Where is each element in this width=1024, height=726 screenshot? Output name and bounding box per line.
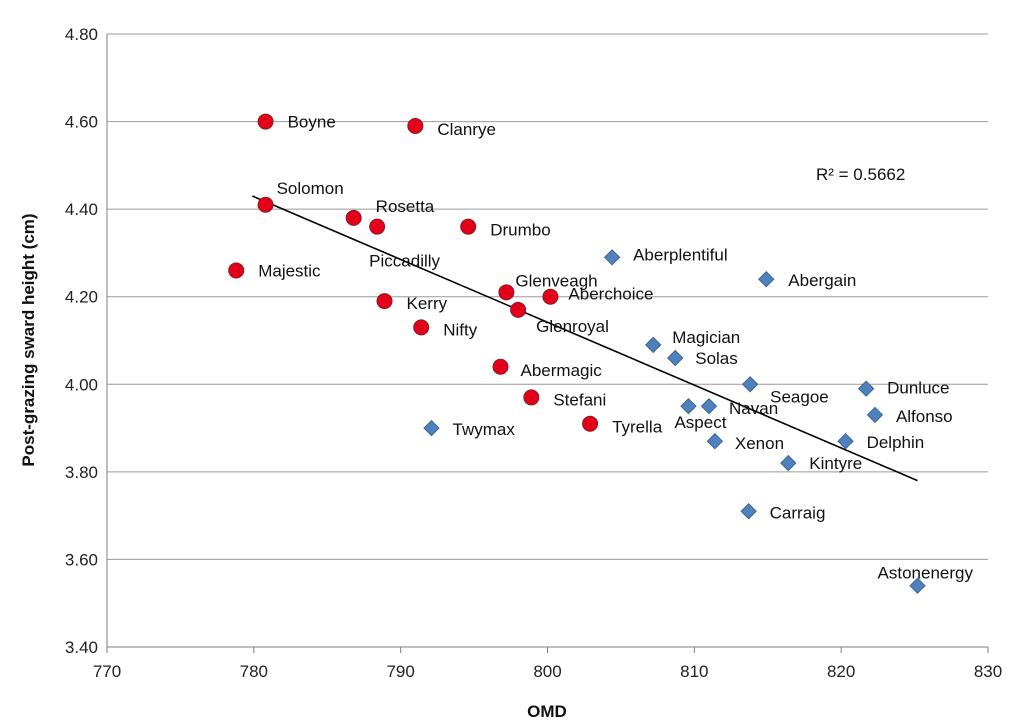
y-axis-title: Post-grazing sward height (cm) (19, 213, 38, 466)
y-tick-label: 4.80 (65, 25, 98, 44)
point-marker-circle (413, 319, 430, 336)
point-label: Seagoe (770, 387, 829, 406)
point-label: Glenveagh (515, 271, 597, 290)
y-tick-label: 4.20 (65, 288, 98, 307)
x-tick-label: 820 (827, 662, 855, 681)
point-label: Kerry (407, 294, 448, 313)
x-tick-label: 780 (240, 662, 268, 681)
point-label: Solas (695, 349, 738, 368)
point-marker-diamond (780, 454, 797, 472)
point-label: Astonenergy (878, 564, 974, 583)
point-label: Aberchoice (568, 285, 653, 304)
y-tick-label: 3.60 (65, 550, 98, 569)
point-label: Rosetta (376, 197, 435, 216)
point-marker-diamond (603, 249, 621, 266)
point-label: Aberplentiful (633, 245, 728, 264)
point-marker-diamond (700, 397, 718, 415)
y-tick-label: 3.80 (65, 463, 98, 482)
point-marker-diamond (423, 419, 440, 437)
x-tick-label: 800 (533, 662, 561, 681)
point-marker-circle (460, 218, 477, 235)
point-label: Tyrella (612, 418, 663, 437)
point-label: Drumbo (490, 221, 550, 240)
point-marker-diamond (758, 270, 775, 288)
y-tick-label: 4.00 (65, 375, 98, 394)
point-label: Magician (672, 328, 740, 347)
y-tick-label: 4.60 (65, 113, 98, 132)
x-tick-label: 830 (974, 662, 1002, 681)
y-tick-label: 4.40 (65, 200, 98, 219)
point-label: Majestic (258, 261, 321, 280)
point-label: Abergain (788, 271, 856, 290)
point-marker-circle (345, 209, 362, 226)
point-label: Alfonso (896, 407, 953, 426)
point-label: Stefani (553, 390, 606, 409)
point-marker-circle (369, 218, 386, 235)
point-label: Carraig (770, 503, 826, 522)
y-tick-label: 3.40 (65, 638, 98, 657)
point-marker-circle (582, 415, 599, 432)
point-marker-diamond (909, 577, 926, 594)
point-label: Kintyre (809, 454, 862, 473)
trendline-layer (252, 195, 918, 482)
point-marker-diamond (741, 376, 759, 393)
label-layer: Boyne Clanrye Solomon Rosetta Piccadilly Drum… (258, 113, 973, 583)
point-marker-circle (510, 301, 527, 318)
point-marker-circle (542, 288, 559, 305)
point-marker-circle (376, 293, 393, 310)
point-label: Piccadilly (369, 252, 440, 271)
point-label: Clanrye (437, 120, 496, 139)
point-label: Delphin (867, 433, 925, 452)
point-marker-diamond (645, 336, 662, 354)
point-label: Navan (729, 399, 778, 418)
marker-layer (228, 113, 926, 594)
x-tick-label: 790 (386, 662, 414, 681)
axis-layer: 3.40 3.60 3.80 4.00 4.20 4.40 4.60 4.80 770 780 79… (65, 25, 1002, 681)
r-squared-label: R² = 0.5662 (816, 165, 905, 184)
point-label: Xenon (735, 434, 784, 453)
point-marker-circle (228, 262, 245, 279)
point-marker-circle (498, 284, 515, 301)
point-marker-diamond (857, 380, 875, 397)
point-marker-diamond (740, 503, 757, 520)
point-label: Dunluce (887, 379, 949, 398)
point-label: Nifty (443, 320, 478, 339)
grid-layer (107, 33, 988, 560)
point-marker-diamond (706, 433, 724, 450)
point-label: Aspect (674, 413, 726, 432)
point-label: Twymax (453, 420, 516, 439)
point-marker-circle (407, 117, 424, 134)
point-marker-circle (257, 196, 274, 213)
x-tick-label: 770 (93, 662, 121, 681)
point-label: Boyne (288, 113, 336, 132)
point-marker-diamond (667, 349, 684, 367)
point-label: Solomon (277, 179, 344, 198)
x-tick-label: 810 (680, 662, 708, 681)
point-marker-diamond (866, 406, 884, 424)
x-axis-title: OMD (527, 702, 567, 721)
point-marker-diamond (837, 433, 854, 450)
point-marker-diamond (680, 397, 697, 415)
point-label: Abermagic (521, 361, 603, 380)
point-marker-circle (492, 358, 509, 375)
point-marker-circle (523, 389, 540, 406)
point-marker-circle (257, 113, 274, 130)
trendline (252, 195, 918, 482)
point-label: Glenroyal (536, 317, 609, 336)
